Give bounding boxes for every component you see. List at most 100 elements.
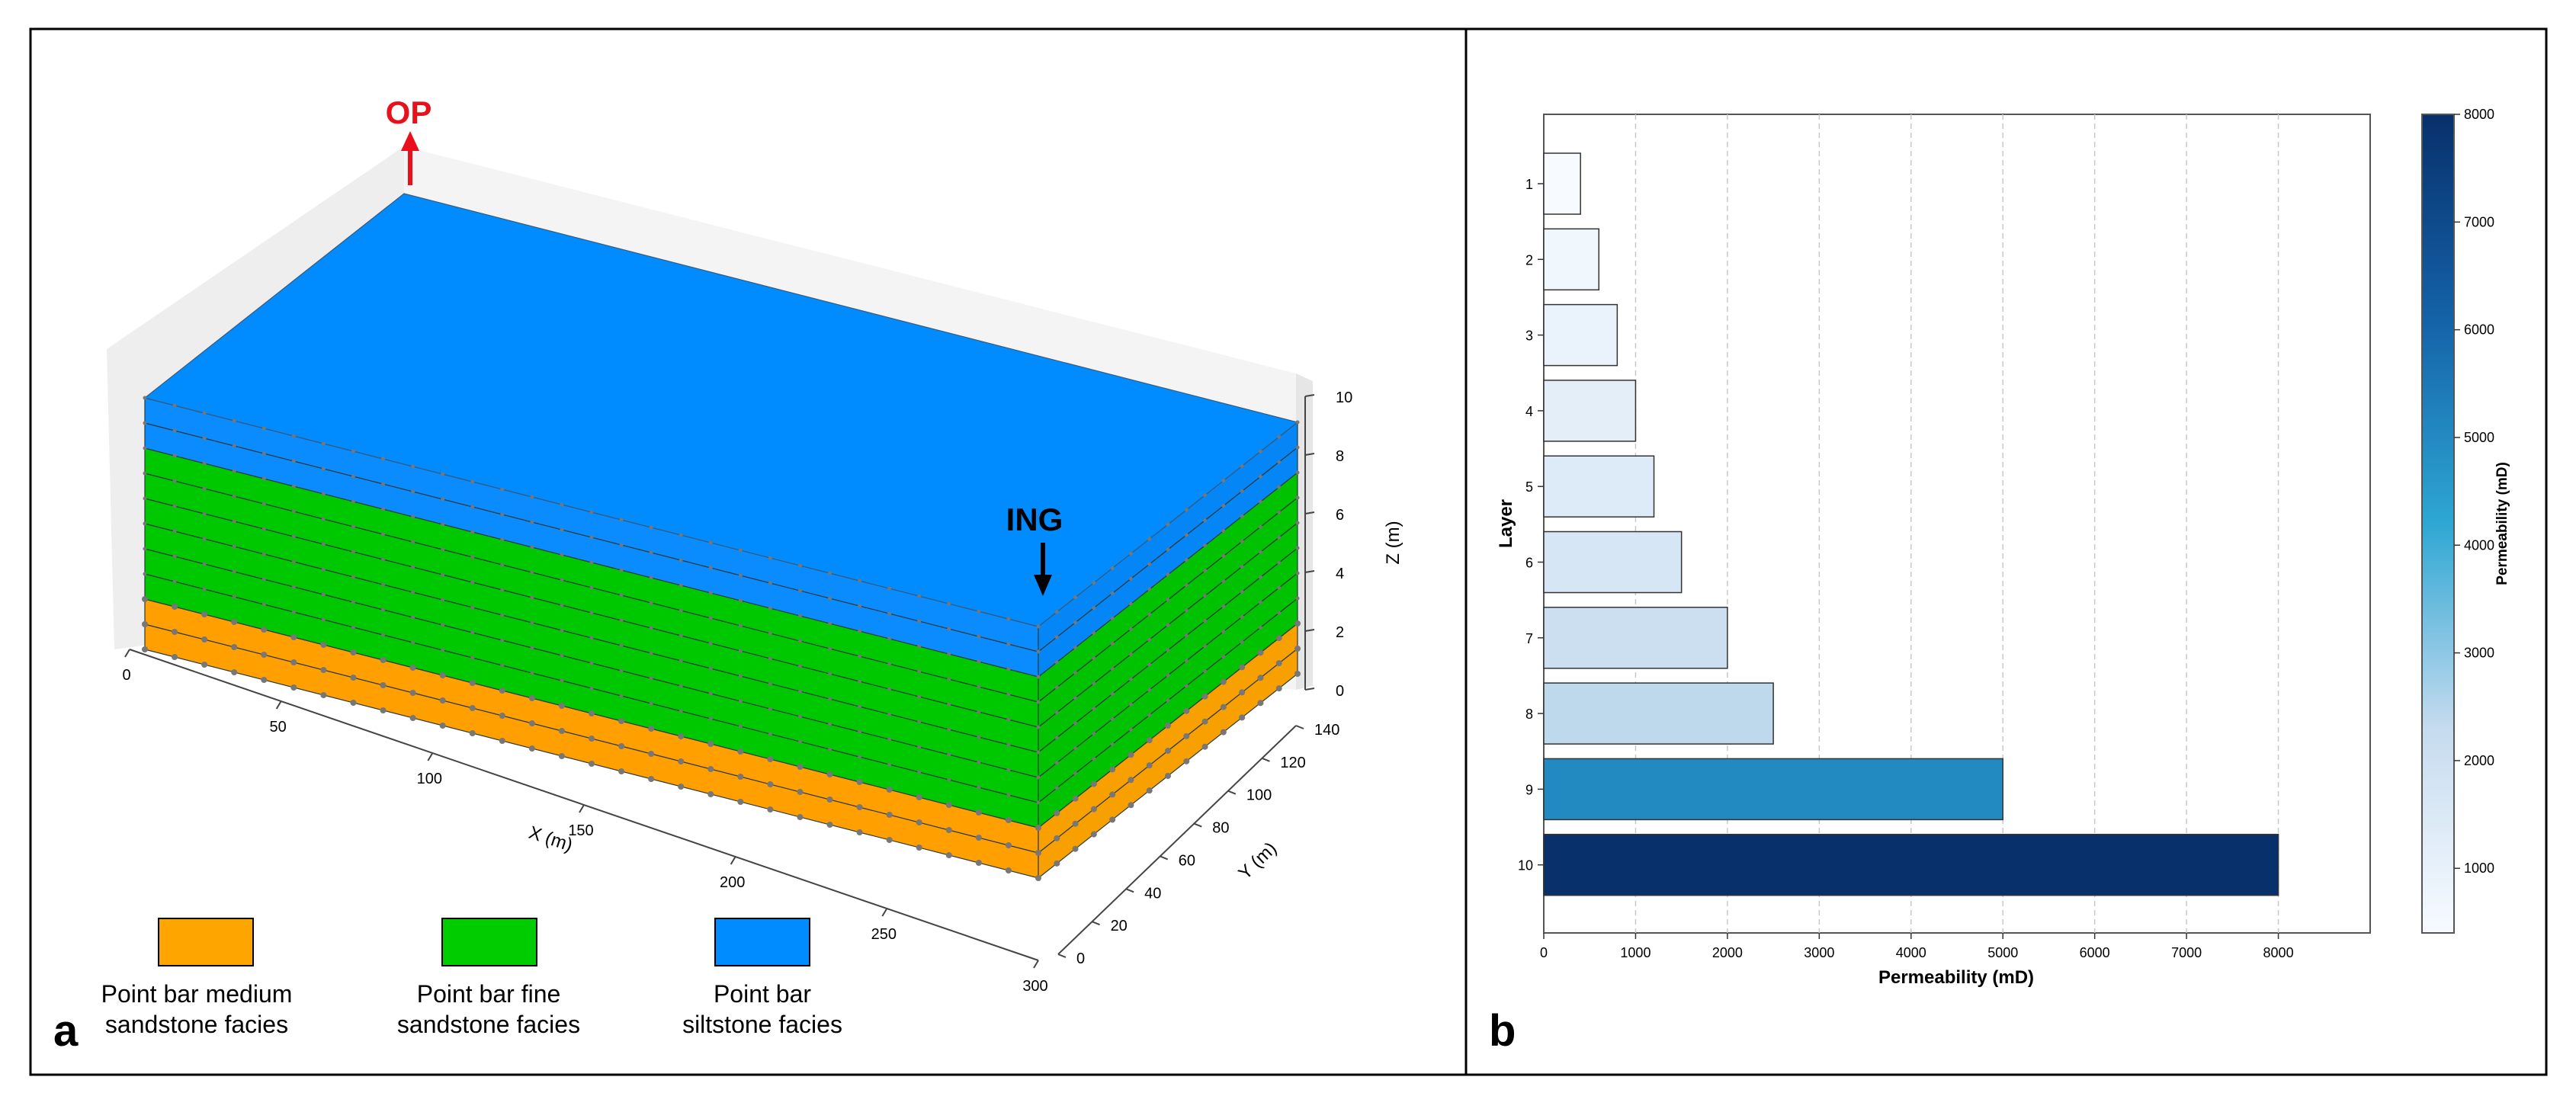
x-tick [881, 908, 888, 917]
grid-node [649, 601, 653, 605]
grid-node [1092, 656, 1096, 661]
grid-node [380, 657, 387, 663]
grid-node [321, 466, 326, 471]
grid-node [1006, 768, 1011, 772]
grid-node [589, 636, 594, 640]
grid-node [589, 710, 595, 716]
x-tick [579, 804, 585, 813]
grid-node [619, 694, 624, 698]
grid-node [1277, 485, 1282, 489]
grid-node [172, 454, 177, 458]
grid-node [142, 596, 148, 602]
grid-node [1147, 612, 1152, 617]
grid-node [1128, 777, 1134, 784]
grid-node [470, 555, 475, 559]
grid-node [1166, 673, 1170, 678]
grid-node [1294, 671, 1301, 677]
grid-node [202, 461, 207, 466]
panel-b-permeability-chart: 0 1000 2000 3000 4000 5000 6000 7000 8000 1 2 3 4 5 6 7… [1489, 107, 2510, 1056]
grid-node [1295, 445, 1300, 450]
grid-node [1184, 583, 1189, 588]
grid-node [649, 651, 653, 655]
grid-node [1277, 460, 1282, 464]
grid-node [1006, 692, 1011, 697]
grid-node [797, 664, 802, 668]
grid-node [1275, 635, 1282, 642]
grid-node [738, 699, 743, 704]
grid-node [261, 426, 266, 431]
bar [1543, 530, 1683, 594]
grid-node [1184, 558, 1189, 563]
grid-node [1221, 655, 1226, 659]
legend-item-fine-sandstone: Point bar fine sandstone facies [397, 918, 580, 1038]
grid-node [441, 547, 445, 552]
grid-node [351, 474, 355, 479]
grid-node [470, 630, 475, 635]
grid-node [1054, 786, 1059, 790]
grid-node [1221, 554, 1226, 559]
grid-node [797, 614, 802, 618]
bar [1543, 228, 1600, 291]
grid-node [500, 663, 505, 668]
grid-node [441, 497, 445, 502]
grid-node [1258, 625, 1262, 630]
grid-node [589, 611, 594, 615]
grid-node [172, 403, 177, 408]
grid-node [232, 469, 236, 473]
grid-node [1166, 623, 1170, 627]
grid-node [1036, 675, 1041, 679]
grid-node [1277, 560, 1282, 565]
grid-node [1006, 793, 1011, 797]
grid-node [291, 484, 296, 489]
panel-letter-b: b [1489, 1006, 1516, 1056]
grid-node [768, 681, 772, 686]
grid-node [1221, 604, 1226, 609]
grid-node [1203, 619, 1208, 623]
grid-node [202, 436, 207, 441]
grid-node [977, 684, 981, 689]
grid-node [143, 546, 147, 551]
grid-node [1006, 642, 1011, 646]
grid-node [441, 648, 445, 652]
grid-node [1239, 664, 1246, 671]
grid-node [290, 634, 297, 640]
grid-node [945, 827, 952, 833]
grid-node [1054, 860, 1060, 867]
grid-node [381, 607, 386, 612]
op-arrow-head [401, 131, 419, 151]
bar [1543, 758, 2003, 821]
grid-node [528, 720, 535, 726]
bar [1543, 303, 1618, 367]
grid-node [321, 542, 326, 546]
grid-node [1110, 742, 1115, 746]
grid-node [1240, 489, 1244, 493]
grid-node [1147, 537, 1152, 541]
grid-node [1128, 802, 1134, 809]
grid-node [350, 649, 357, 655]
x-tick-label: 50 [270, 719, 287, 736]
grid-node [917, 644, 922, 649]
grid-node [470, 479, 475, 484]
grid-node [1203, 543, 1208, 548]
grid-node [321, 592, 326, 597]
grid-node [738, 623, 743, 628]
grid-node [1054, 660, 1059, 665]
grid-node [797, 814, 804, 820]
plot-frame [1543, 114, 2371, 934]
legend-label-line2: sandstone facies [105, 1011, 288, 1038]
y-tick [1193, 822, 1202, 828]
grid-node [975, 809, 982, 816]
grid-node [1054, 635, 1059, 639]
grid-node [1257, 675, 1264, 681]
z-tick [1304, 688, 1315, 691]
grid-node [708, 616, 713, 620]
y-tick-label: 0 [1076, 950, 1085, 967]
grid-node [708, 691, 713, 696]
grid-node [618, 768, 625, 774]
grid-node [1073, 696, 1078, 700]
grid-node [678, 733, 685, 739]
grid-node [560, 578, 564, 582]
grid-node [1073, 721, 1078, 726]
grid-node [172, 479, 177, 483]
